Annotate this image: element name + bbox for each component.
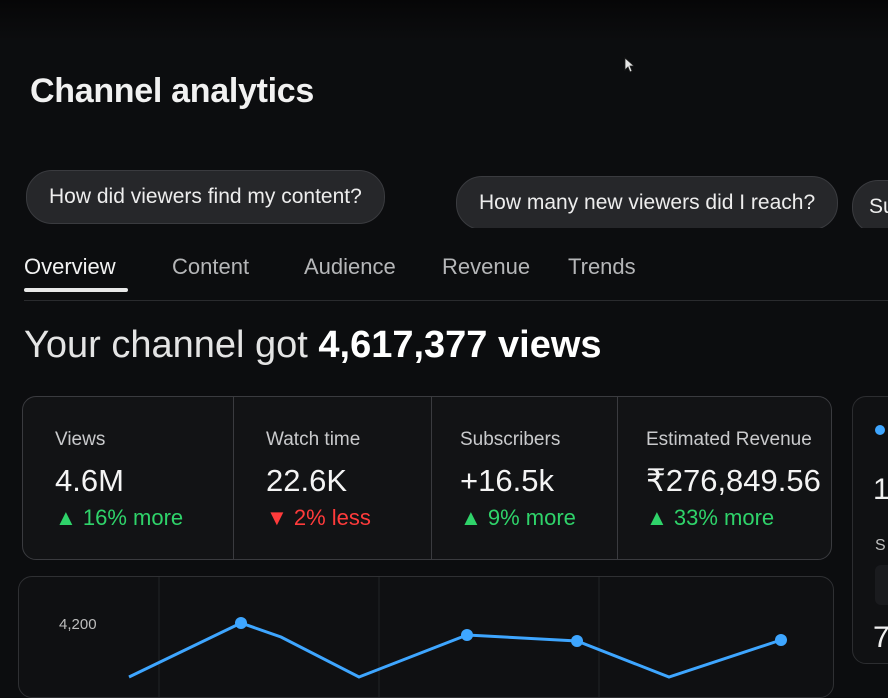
- metric-delta: ▲ 9% more: [460, 505, 576, 530]
- chart-point[interactable]: [571, 635, 583, 647]
- tab-overview[interactable]: Overview: [24, 254, 116, 279]
- side-card-field[interactable]: [875, 565, 888, 605]
- metric-label: Views: [55, 429, 106, 450]
- top-band: [0, 0, 888, 40]
- metric-delta: ▲ 33% more: [646, 505, 775, 530]
- metric-estimated-revenue[interactable]: Estimated Revenue ₹276,849.56 ▲ 33% more: [617, 397, 832, 559]
- tab-bar: Overview Content Audience Revenue Trends: [24, 248, 888, 301]
- metric-delta: ▼ 2% less: [266, 505, 371, 530]
- chip-new-viewers[interactable]: How many new viewers did I reach?: [456, 176, 839, 228]
- metric-views[interactable]: Views 4.6M ▲ 16% more: [23, 397, 233, 559]
- metric-delta: ▲ 16% more: [55, 505, 184, 530]
- metric-label: Watch time: [266, 429, 361, 450]
- tab-audience[interactable]: Audience: [304, 254, 396, 279]
- side-card-value-2: 7: [873, 621, 888, 654]
- chip-find-content[interactable]: How did viewers find my content?: [26, 170, 385, 224]
- views-chart-card: 4,200: [18, 576, 834, 698]
- chart-series-line: [128, 621, 782, 679]
- headline-views-total: 4,617,377 views: [318, 324, 602, 366]
- metric-value: +16.5k: [460, 463, 554, 498]
- side-card-label: S: [875, 537, 886, 554]
- tab-trends[interactable]: Trends: [568, 254, 636, 279]
- metric-label: Estimated Revenue: [646, 429, 812, 450]
- metric-subscribers[interactable]: Subscribers +16.5k ▲ 9% more: [431, 397, 618, 559]
- metric-watch-time[interactable]: Watch time 22.6K ▼ 2% less: [233, 397, 432, 559]
- page-title: Channel analytics: [30, 72, 314, 110]
- metric-value: ₹276,849.56: [646, 463, 821, 498]
- metric-value: 4.6M: [55, 463, 124, 498]
- side-card-value: 1: [873, 473, 888, 506]
- chart-point[interactable]: [235, 617, 247, 629]
- legend-dot-icon: [875, 425, 885, 435]
- chart-ytick-label: 4,200: [59, 616, 97, 633]
- tab-revenue[interactable]: Revenue: [442, 254, 531, 279]
- tab-content[interactable]: Content: [172, 254, 250, 279]
- side-card[interactable]: 1 S 7: [852, 396, 888, 664]
- mouse-cursor-icon: [624, 57, 634, 73]
- metric-label: Subscribers: [460, 429, 561, 450]
- active-tab-indicator: [24, 288, 128, 292]
- chart-point[interactable]: [775, 634, 787, 646]
- views-chart: 4,200: [59, 577, 787, 697]
- metrics-card: Views 4.6M ▲ 16% more Watch time 22.6K ▼…: [22, 396, 832, 560]
- metric-value: 22.6K: [266, 463, 348, 498]
- chart-point[interactable]: [461, 629, 473, 641]
- headline-prefix: Your channel got: [24, 324, 319, 366]
- views-headline: Your channel got 4,617,377 views: [24, 324, 602, 367]
- suggestion-chips: How did viewers find my content? How man…: [26, 170, 888, 228]
- chip-partial[interactable]: Su: [852, 180, 888, 228]
